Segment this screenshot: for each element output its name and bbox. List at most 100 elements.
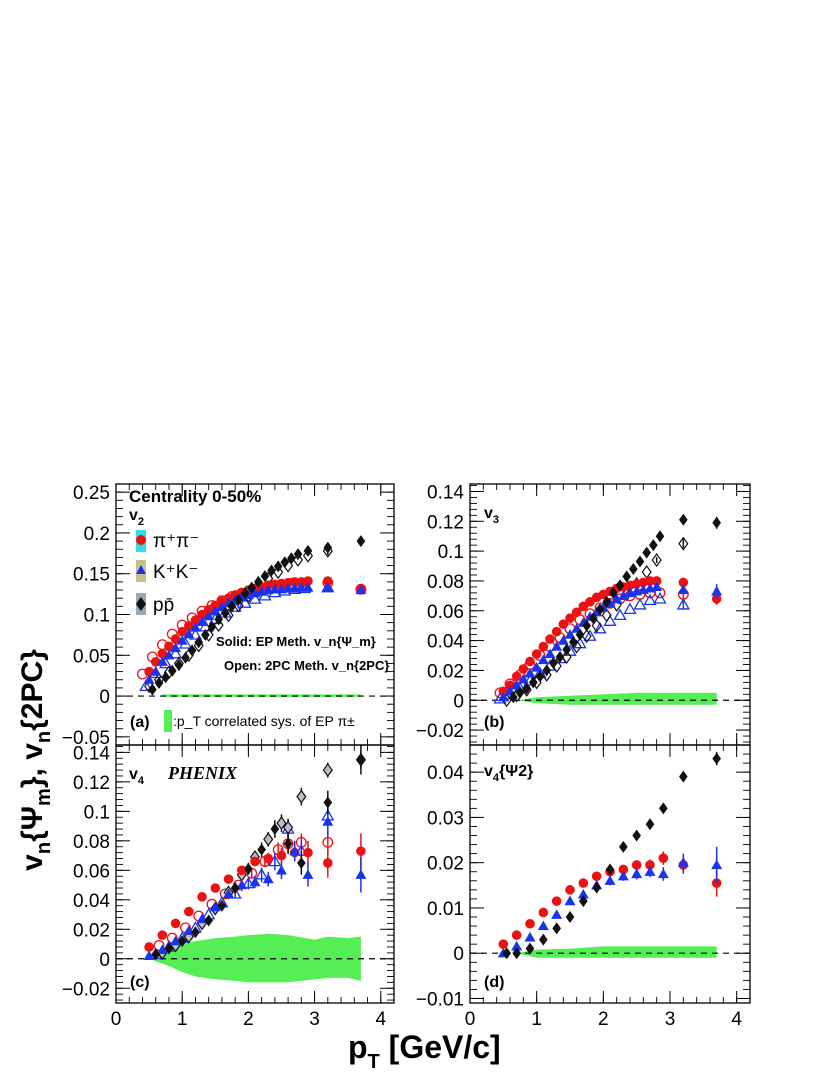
legend-pion-label: π⁺π⁻ [153,531,199,552]
pion-point [511,671,522,682]
pion-point [518,664,529,674]
y-tick-label: 0.02 [427,854,464,875]
kaon-point [631,868,643,879]
harmonic-label: v4{Ψ2} [484,763,533,784]
pion-point [498,939,509,949]
pion-point [511,930,522,940]
proton-point [651,553,662,568]
pion-point [545,634,555,644]
experiment-label: PHENIX [167,763,238,783]
axes-frame-d [469,744,751,1004]
y-tick-label: 0.06 [427,602,464,623]
harmonic-v: v [129,766,138,783]
pion-point [184,621,194,631]
kaon-point [537,654,549,665]
pion-point [645,860,655,870]
kaon-point [544,648,556,659]
proton-point [297,856,306,869]
proton-point [287,552,296,565]
kaon-point [613,608,627,621]
y-axis-title: vn{Ψm}, vn{2PC} [16,649,55,871]
proton-point [263,832,274,847]
kaon-point [236,879,248,890]
proton-point [522,682,531,695]
proton-point [579,895,588,908]
proton-point [253,575,263,588]
kaon-point [564,895,576,906]
proton-point [302,548,314,563]
proton-point [552,922,561,935]
proton-point [194,636,204,649]
kaon-point [355,869,367,879]
y-tick-label: 0.1 [438,542,464,563]
axes-frame-c [115,744,395,1004]
harmonic-suffix: {Ψ2} [499,763,533,780]
pion-point [356,846,366,856]
kaon-point [170,642,182,653]
proton-point [645,818,655,831]
pion-point [618,864,629,875]
proton-point [678,536,689,551]
proton-point [642,546,651,559]
proton-point [525,942,535,955]
pion-point [157,648,168,659]
kaon-point [593,621,607,634]
proton-point [191,926,200,939]
proton-point [712,516,721,529]
proton-point [204,914,213,927]
pion-point [565,613,575,624]
proton-point [655,530,665,543]
pion-point [323,858,333,868]
y-tick-label: 0.08 [427,572,464,593]
kaon-point [275,864,287,875]
y-tick-label: 0 [99,950,110,971]
y-tick-label: −0.02 [62,979,110,1000]
y-tick-label: 0.03 [427,808,464,829]
pion-point [571,607,582,618]
y-tick-label: 0 [99,687,110,708]
kaon-point [677,857,689,867]
panel-label: (b) [484,714,504,731]
kaon-point [623,602,637,615]
pion-point [289,577,300,587]
proton-point [509,691,518,704]
kaon-point [633,597,647,610]
kaon-point [322,582,334,592]
pion-point [276,850,287,861]
proton-point [549,656,558,669]
y-tick-label: 0.01 [427,899,464,920]
y-tick-label: −0.02 [416,721,464,742]
proton-point [214,613,223,626]
pion-point [170,634,181,644]
proton-point [148,683,157,696]
kaon-point [711,585,723,596]
y-tick-label: 0.2 [84,524,110,545]
proton-point [635,555,645,568]
proton-point [712,752,721,765]
kaon-point [651,581,663,592]
proton-point [154,677,164,690]
kaon-point [524,667,536,678]
proton-point [234,593,243,606]
kaon-point [711,859,723,870]
kaon-point [241,876,256,889]
proton-point [561,649,572,665]
proton-point [323,541,333,554]
y-tick-label: 0.04 [73,891,110,912]
legend-solid-label: Solid: EP Meth. v_n{Ψ_m} [216,634,376,649]
pion-point [525,656,535,667]
proton-point [207,620,217,633]
y-tick-label: 0.05 [73,646,110,667]
kaon-point [150,666,162,676]
proton-point [217,899,227,912]
kaon-point [537,920,549,931]
pion-point [538,641,549,652]
pion-point [651,576,662,586]
y-tick-label: 0.08 [73,832,110,853]
kaon-point [262,873,274,884]
proton-point [609,586,618,599]
pion-point [177,626,187,637]
pion-point [551,896,562,906]
proton-point [151,948,161,961]
